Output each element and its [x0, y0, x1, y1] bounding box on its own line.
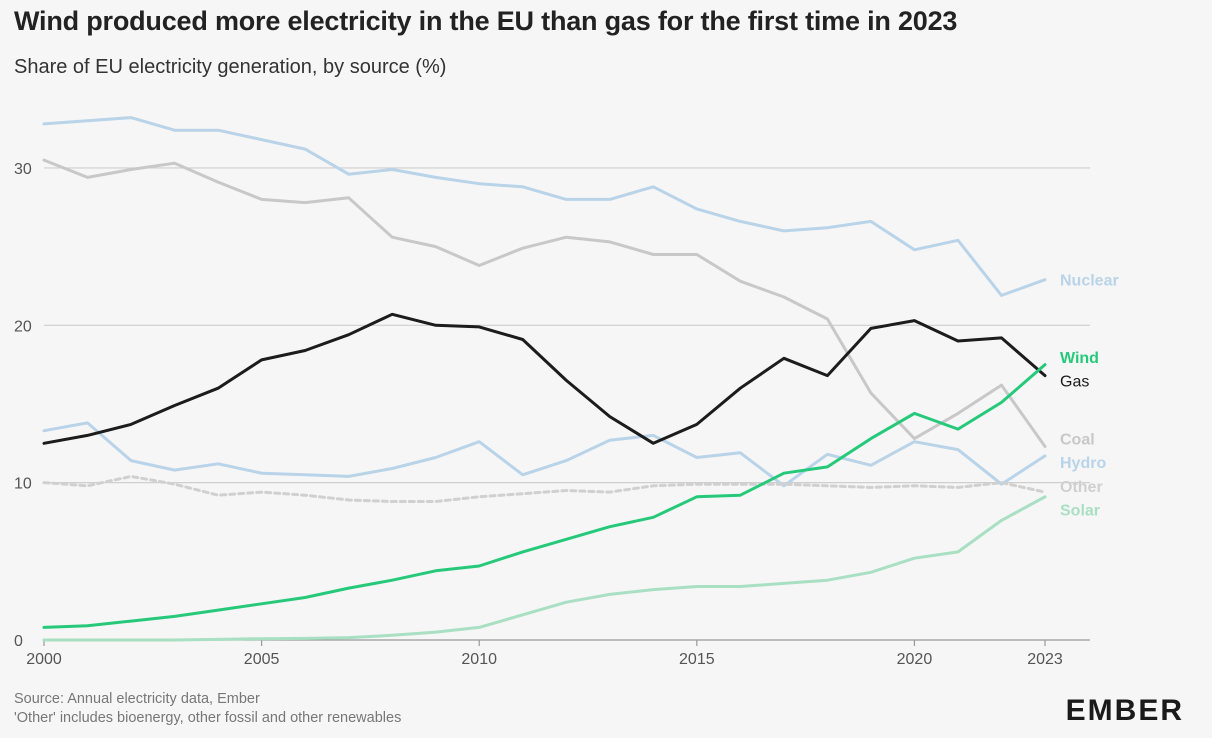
- x-tick-label: 2015: [679, 651, 715, 668]
- y-tick-label: 20: [14, 318, 32, 335]
- series-label-coal: Coal: [1060, 432, 1095, 449]
- series-label-wind: Wind: [1060, 350, 1099, 367]
- chart-subtitle: Share of EU electricity generation, by s…: [14, 56, 447, 78]
- series-label-solar: Solar: [1060, 502, 1100, 519]
- x-tick-label: 2005: [244, 651, 280, 668]
- x-tick-label: 2000: [26, 651, 62, 668]
- y-tick-label: 30: [14, 161, 32, 178]
- other-note: 'Other' includes bioenergy, other fossil…: [14, 710, 402, 726]
- y-tick-label: 10: [14, 476, 32, 493]
- series-label-other: Other: [1060, 479, 1103, 496]
- chart-title: Wind produced more electricity in the EU…: [14, 6, 958, 36]
- x-tick-label: 2020: [897, 651, 933, 668]
- ember-logo: EMBER: [1065, 694, 1184, 727]
- y-tick-label: 0: [14, 633, 23, 650]
- series-line-hydro: [42, 421, 1047, 488]
- series-label-gas: Gas: [1060, 373, 1089, 390]
- series-line-wind: [42, 363, 1047, 629]
- x-tick-label: 2023: [1027, 651, 1063, 668]
- series-label-hydro: Hydro: [1060, 455, 1106, 472]
- x-tick-label: 2010: [461, 651, 497, 668]
- series-line-solar: [42, 495, 1047, 642]
- series-label-nuclear: Nuclear: [1060, 273, 1119, 290]
- series-line-nuclear: [42, 116, 1047, 297]
- series-line-coal: [42, 158, 1047, 448]
- chart-footer: Source: Annual electricity data, Ember '…: [14, 690, 401, 728]
- series-line-other: [42, 474, 1047, 503]
- source-note: Source: Annual electricity data, Ember: [14, 691, 260, 707]
- series-line-gas: [42, 312, 1047, 445]
